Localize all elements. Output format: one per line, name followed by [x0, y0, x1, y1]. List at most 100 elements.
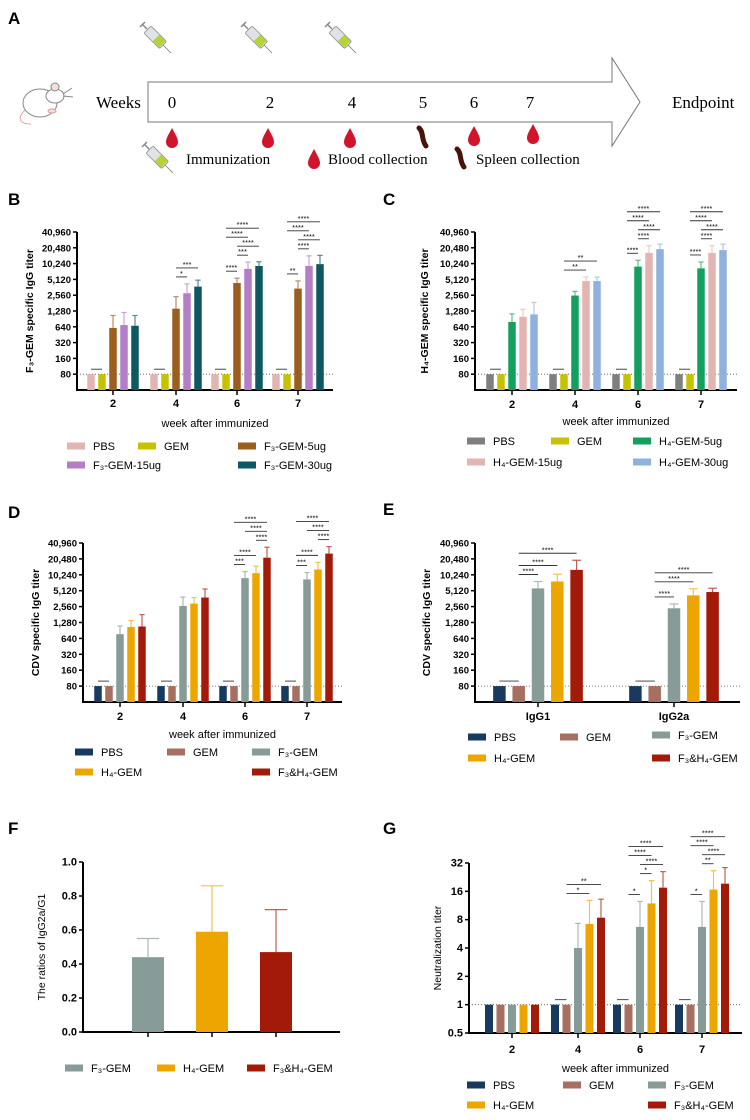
- significance-label: **: [705, 856, 711, 865]
- bar: [645, 252, 653, 390]
- y-tick-label: 20,480: [48, 554, 77, 565]
- legend-swatch: [75, 748, 93, 756]
- y-tick-label: 10,240: [440, 259, 469, 270]
- x-axis-label: week after immunized: [168, 729, 276, 741]
- legend-swatch: [633, 458, 651, 466]
- y-tick-label: 10,240: [42, 259, 71, 270]
- bar: [530, 314, 538, 390]
- y-tick-label: 640: [453, 634, 469, 645]
- significance-label: ****: [256, 532, 268, 541]
- bar: [131, 325, 139, 390]
- timeline-arrow: [147, 56, 641, 148]
- significance-label: ***: [183, 260, 192, 269]
- bar: [656, 249, 664, 390]
- legend-swatch: [560, 733, 578, 741]
- bar: [496, 1004, 505, 1033]
- bar: [219, 686, 227, 702]
- bar: [597, 917, 605, 1033]
- y-tick-label: 0.6: [62, 925, 77, 937]
- x-tick-label: 7: [304, 711, 310, 723]
- significance-label: ****: [242, 238, 254, 247]
- legend-swatch: [167, 748, 185, 756]
- significance-label: ****: [298, 241, 310, 250]
- significance-label: *: [633, 886, 636, 895]
- significance-label: ****: [542, 545, 554, 554]
- legend-swatch: [75, 768, 93, 776]
- significance-label: ****: [701, 204, 713, 213]
- syringe-icon: [139, 21, 172, 54]
- bar: [585, 923, 594, 1033]
- bar: [486, 374, 494, 390]
- endpoint-label: Endpoint: [672, 93, 735, 112]
- significance-label: ****: [532, 557, 544, 566]
- y-tick-label: 1,280: [53, 618, 77, 629]
- bar: [493, 686, 506, 702]
- y-tick-label: 40,960: [440, 539, 469, 550]
- bar: [719, 250, 727, 390]
- bar: [196, 931, 228, 1032]
- legend-swatch: [652, 754, 670, 762]
- week-number: 6: [470, 93, 479, 112]
- legend-label: PBS: [101, 747, 123, 759]
- legend-swatch: [551, 437, 569, 445]
- legend-label: PBS: [494, 732, 516, 744]
- y-tick-label: 1,280: [47, 307, 71, 318]
- bar: [512, 686, 525, 702]
- bar: [263, 557, 271, 702]
- bar: [508, 322, 516, 390]
- bar: [183, 293, 191, 390]
- syringe-icon: [324, 21, 357, 54]
- legend-swatch: [563, 1081, 581, 1089]
- significance-label: ****: [702, 829, 714, 838]
- bar: [325, 553, 333, 702]
- bar: [255, 265, 263, 390]
- significance-label: ****: [307, 514, 319, 523]
- legend-label: H₄-GEM: [493, 1100, 534, 1112]
- bar: [109, 327, 117, 390]
- y-tick-label: 40,960: [42, 228, 71, 239]
- bar: [551, 1004, 559, 1033]
- significance-label: ****: [695, 213, 707, 222]
- y-tick-label: 640: [55, 322, 71, 333]
- y-tick-label: 640: [453, 322, 469, 333]
- y-tick-label: 1: [457, 999, 463, 1011]
- legend-label: GEM: [193, 747, 218, 759]
- bar: [721, 883, 729, 1033]
- y-tick-label: 20,480: [42, 243, 71, 254]
- y-tick-label: 2,560: [445, 291, 469, 302]
- y-axis-label: H₄-GEM specific IgG titer: [419, 248, 431, 373]
- y-tick-label: 0.2: [62, 993, 77, 1005]
- chart-panel-f: F 0.0 0.2 0.4 0.6 0.8 1.0 The ratios of IgG2a/G…: [8, 819, 340, 1075]
- syringe-icon: [240, 21, 273, 54]
- y-tick-label: 1.0: [62, 857, 77, 869]
- bar: [570, 569, 583, 702]
- y-tick-label: 16: [451, 886, 463, 898]
- bar: [647, 903, 656, 1033]
- bar: [648, 686, 661, 702]
- bar: [138, 626, 146, 702]
- legend-swatch: [238, 442, 256, 450]
- panel-a-timeline: A Weeks 0 2 4 5 6 7 Endpoint: [8, 9, 735, 174]
- x-tick-label: 6: [637, 1044, 643, 1056]
- legend-label: H₄-GEM: [101, 767, 142, 779]
- legend-label: F₃&H₄-GEM: [273, 1063, 333, 1075]
- bar: [194, 286, 202, 390]
- chart-panel-g: G 0.5 1 2 4 8 16 32 Neutralization titer 2 4 6 7 week…: [383, 819, 742, 1112]
- y-tick-label: 2,560: [445, 602, 469, 613]
- y-tick-label: 1,280: [445, 307, 469, 318]
- bar: [98, 374, 106, 390]
- bar: [709, 889, 718, 1033]
- x-tick-label: 6: [234, 398, 240, 410]
- legend-label: GEM: [586, 732, 611, 744]
- mouse-icon: [19, 82, 74, 125]
- y-tick-label: 1,280: [445, 618, 469, 629]
- x-tick-label: 7: [699, 1044, 705, 1056]
- bar: [294, 288, 302, 390]
- y-tick-label: 160: [453, 354, 469, 365]
- bar: [132, 957, 164, 1032]
- legend-label: F₃-GEM-15ug: [93, 460, 161, 472]
- significance-label: ****: [696, 838, 708, 847]
- bar: [168, 686, 176, 702]
- x-tick-label: 4: [575, 1044, 582, 1056]
